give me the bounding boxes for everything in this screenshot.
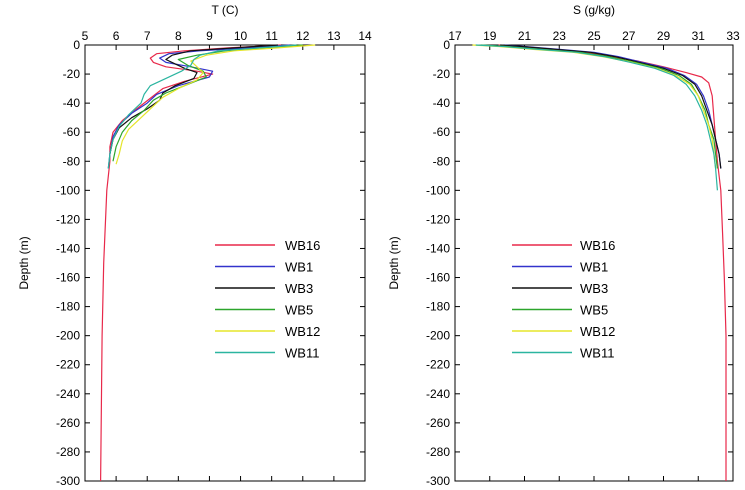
y-axis-title: Depth (m) bbox=[17, 236, 31, 289]
y-tick-label: -220 bbox=[56, 358, 80, 372]
y-tick-label: -140 bbox=[426, 241, 450, 255]
legend-label-wb5: WB5 bbox=[285, 303, 313, 318]
x-tick-label: 33 bbox=[726, 29, 740, 43]
legend-label-wb5: WB5 bbox=[580, 303, 608, 318]
y-tick-label: -300 bbox=[56, 474, 80, 488]
y-tick-label: -60 bbox=[63, 125, 81, 139]
y-tick-label: -100 bbox=[56, 183, 80, 197]
y-tick-label: -240 bbox=[56, 387, 80, 401]
y-tick-label: 0 bbox=[443, 38, 450, 52]
y-tick-label: -260 bbox=[56, 416, 80, 430]
temperature-panel: 5 6 7 8 9 10 11 12 13 14 0 -20 -40 -60 -80 -100 -120 -140… bbox=[17, 3, 372, 488]
y-tick-label: -200 bbox=[56, 329, 80, 343]
series-line-wb16 bbox=[498, 44, 727, 481]
y-tick-label: 0 bbox=[73, 38, 80, 52]
x-tick-label: 23 bbox=[553, 29, 567, 43]
y-tick-label: -280 bbox=[56, 445, 80, 459]
y-tick-label: -220 bbox=[426, 358, 450, 372]
y-tick-label: -140 bbox=[56, 241, 80, 255]
x-tick-label: 17 bbox=[448, 29, 462, 43]
y-tick-label: -160 bbox=[426, 271, 450, 285]
y-tick-label: -80 bbox=[433, 154, 451, 168]
y-tick-label: -280 bbox=[426, 445, 450, 459]
x-tick-label: 25 bbox=[587, 29, 601, 43]
legend-label-wb16: WB16 bbox=[580, 238, 615, 253]
legend-label-wb16: WB16 bbox=[285, 238, 320, 253]
series-line-wb1 bbox=[503, 44, 722, 169]
y-tick-label: -80 bbox=[63, 154, 81, 168]
y-tick-label: -100 bbox=[426, 183, 450, 197]
legend-label-wb12: WB12 bbox=[580, 324, 615, 339]
x-tick-label: 7 bbox=[144, 29, 151, 43]
plot-frame bbox=[84, 44, 366, 482]
x-tick-label: 10 bbox=[234, 29, 248, 43]
x-tick-label: 21 bbox=[518, 29, 532, 43]
x-tick-label: 12 bbox=[296, 29, 310, 43]
legend-label-wb1: WB1 bbox=[285, 260, 313, 275]
y-tick-label: -20 bbox=[433, 67, 451, 81]
x-tick-label: 6 bbox=[113, 29, 120, 43]
y-tick-label: -20 bbox=[63, 67, 81, 81]
y-tick-label: -300 bbox=[426, 474, 450, 488]
y-tick-label: -240 bbox=[426, 387, 450, 401]
x-tick-label: 19 bbox=[483, 29, 497, 43]
series-line-wb3 bbox=[109, 44, 278, 155]
series-line-wb5 bbox=[481, 44, 718, 169]
y-tick-label: -120 bbox=[426, 212, 450, 226]
legend-label-wb3: WB3 bbox=[285, 281, 313, 296]
x-tick-label: 31 bbox=[692, 29, 706, 43]
y-tick-label: -260 bbox=[426, 416, 450, 430]
x-axis-title: S (g/kg) bbox=[573, 3, 615, 17]
legend-label-wb11: WB11 bbox=[285, 346, 319, 361]
x-tick-label: 9 bbox=[206, 29, 213, 43]
series-line-wb3 bbox=[500, 44, 722, 169]
x-tick-label: 8 bbox=[175, 29, 182, 43]
legend-label-wb12: WB12 bbox=[285, 324, 320, 339]
y-tick-label: -120 bbox=[56, 212, 80, 226]
y-axis-title: Depth (m) bbox=[387, 236, 401, 289]
legend-label-wb3: WB3 bbox=[580, 281, 608, 296]
x-axis-title: T (C) bbox=[211, 3, 238, 17]
x-tick-label: 27 bbox=[622, 29, 636, 43]
x-tick-label: 11 bbox=[265, 29, 278, 43]
series-line-wb11 bbox=[475, 44, 718, 191]
y-tick-label: -160 bbox=[56, 271, 80, 285]
y-tick-label: -60 bbox=[433, 125, 451, 139]
legend-label-wb11: WB11 bbox=[580, 346, 614, 361]
series-line-wb16 bbox=[100, 44, 282, 482]
y-tick-label: -40 bbox=[63, 96, 81, 110]
series-line-wb12 bbox=[472, 44, 717, 169]
x-tick-label: 5 bbox=[82, 29, 89, 43]
y-tick-label: -200 bbox=[426, 329, 450, 343]
series-line-wb1 bbox=[107, 44, 291, 169]
y-tick-label: -180 bbox=[426, 300, 450, 314]
x-tick-label: 13 bbox=[327, 29, 341, 43]
x-tick-label: 29 bbox=[657, 29, 671, 43]
series-line-wb12 bbox=[115, 44, 316, 165]
y-tick-label: -180 bbox=[56, 300, 80, 314]
legend-label-wb1: WB1 bbox=[580, 260, 608, 275]
y-tick-label: -40 bbox=[433, 96, 451, 110]
salinity-panel: 17 19 21 23 25 27 29 31 33 0 -20 -40 -60 -80 -100 -120 -… bbox=[387, 3, 740, 488]
series-line-wb11 bbox=[107, 44, 297, 169]
x-tick-label: 14 bbox=[358, 29, 372, 43]
